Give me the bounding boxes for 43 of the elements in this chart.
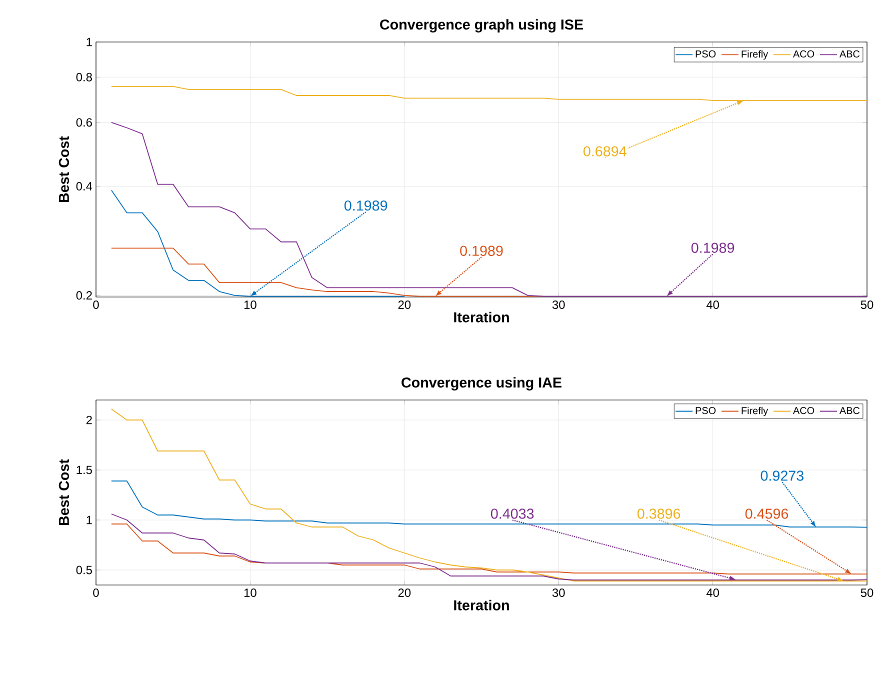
legend-label: ABC bbox=[839, 50, 860, 58]
legend-label: Firefly bbox=[742, 406, 768, 416]
chart-title: Convergence graph using ISE bbox=[380, 19, 583, 33]
x-tick-label: 20 bbox=[398, 588, 411, 597]
y-tick-label: 0.6 bbox=[76, 118, 92, 127]
x-tick-label: 10 bbox=[244, 300, 256, 309]
x-axis-title: Iteration bbox=[454, 312, 509, 322]
annotation: 0.6894 bbox=[583, 146, 626, 156]
annotation: 0.1989 bbox=[460, 246, 503, 256]
y-axis-title: Best Cost bbox=[58, 136, 70, 202]
legend-label: ABC bbox=[839, 407, 860, 414]
y-tick-label: 0.8 bbox=[76, 72, 92, 82]
legend-label: ACO bbox=[793, 50, 814, 58]
y-tick-label: 0.2 bbox=[76, 291, 92, 300]
x-tick-label: 50 bbox=[860, 588, 874, 597]
x-tick-label: 30 bbox=[552, 300, 565, 309]
y-tick-label: 1 bbox=[86, 38, 92, 46]
x-tick-label: 40 bbox=[706, 300, 719, 309]
legend-label: PSO bbox=[696, 50, 716, 58]
legend-label: Firefly bbox=[742, 50, 768, 60]
annotation: 0.1989 bbox=[344, 200, 388, 211]
annotation: 0.9273 bbox=[760, 470, 804, 481]
y-tick-label: 1.5 bbox=[76, 466, 92, 474]
annotation: 0.4033 bbox=[490, 508, 534, 519]
x-tick-label: 0 bbox=[93, 300, 99, 309]
x-tick-label: 20 bbox=[398, 300, 411, 309]
y-axis-title: Best Cost bbox=[58, 459, 70, 526]
x-tick-label: 10 bbox=[244, 588, 256, 597]
y-tick-label: 1 bbox=[86, 516, 92, 524]
y-tick-label: 2 bbox=[86, 416, 92, 424]
x-tick-label: 50 bbox=[860, 300, 874, 309]
chart-title: Convergence using IAE bbox=[402, 377, 562, 391]
annotation: 0.4596 bbox=[745, 508, 788, 519]
legend-label: ACO bbox=[793, 407, 814, 414]
x-tick-label: 40 bbox=[706, 588, 719, 597]
x-tick-label: 0 bbox=[93, 588, 99, 597]
y-tick-label: 0.4 bbox=[76, 182, 92, 190]
x-tick-label: 30 bbox=[552, 588, 565, 597]
x-axis-title: Iteration bbox=[454, 600, 509, 610]
y-tick-label: 0.5 bbox=[76, 566, 92, 574]
annotation: 0.3896 bbox=[637, 508, 680, 519]
annotation: 0.1989 bbox=[691, 242, 734, 253]
legend-label: PSO bbox=[696, 407, 716, 414]
